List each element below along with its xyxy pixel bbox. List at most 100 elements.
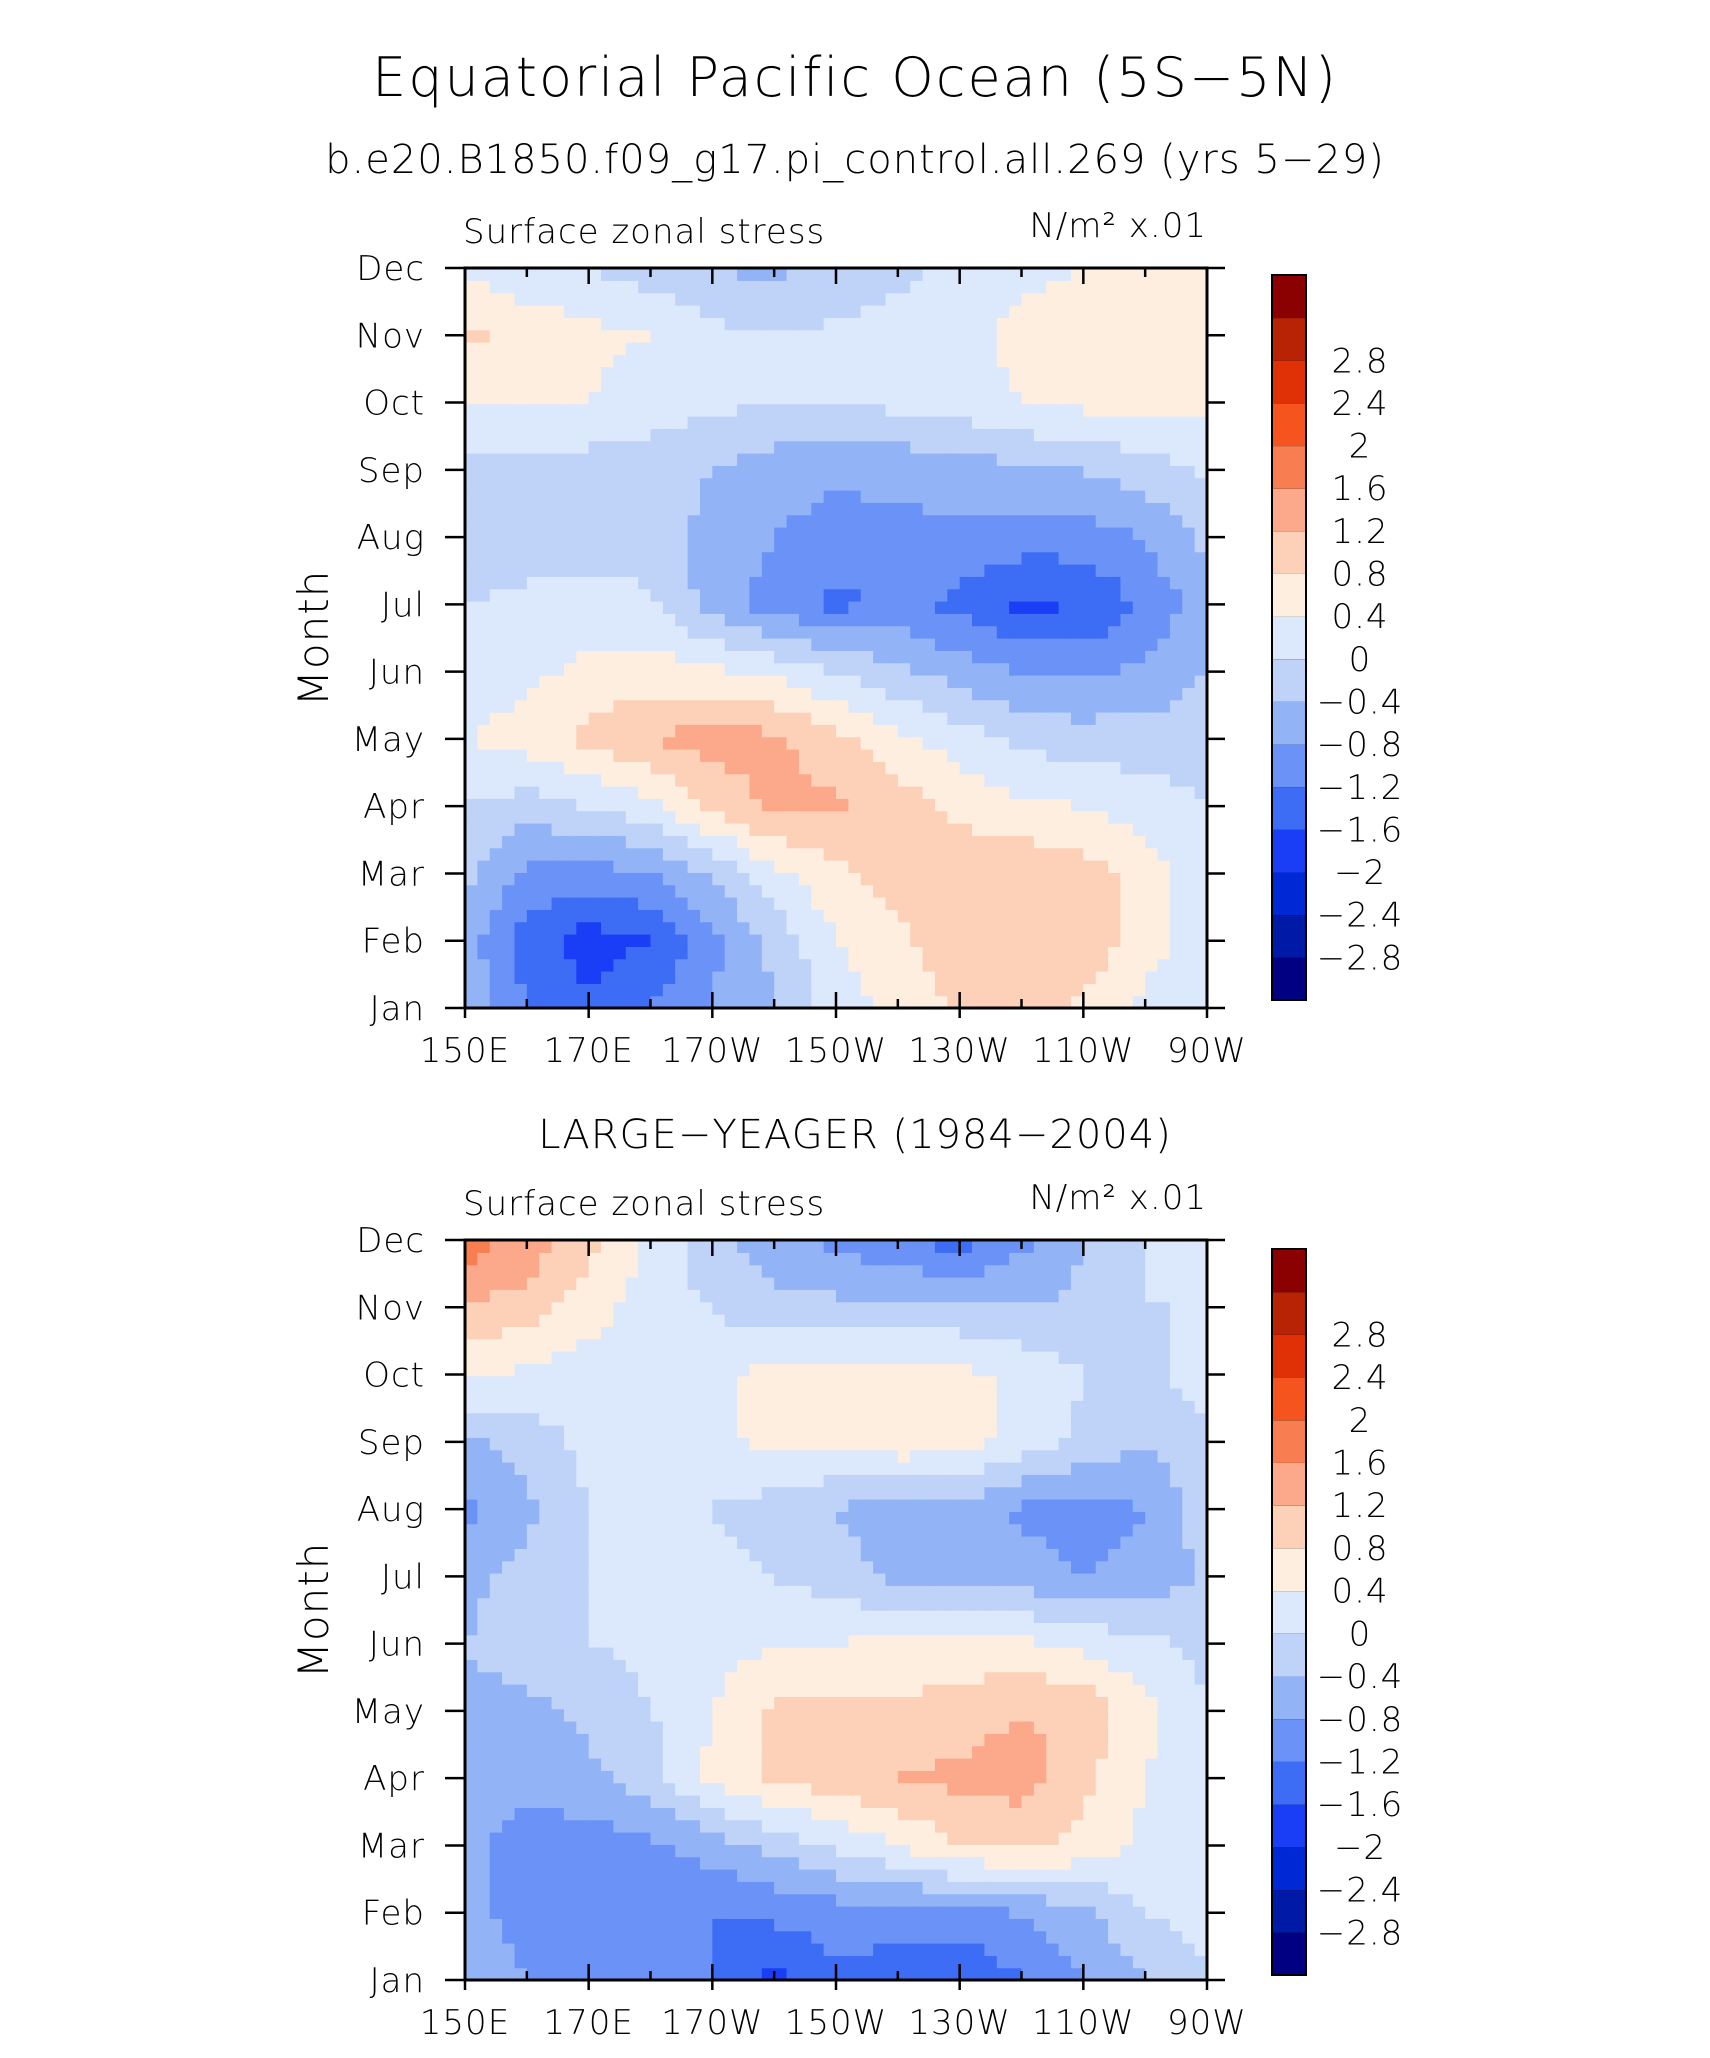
heatmap-cell bbox=[910, 909, 924, 923]
heatmap-cell bbox=[934, 638, 948, 651]
heatmap-cell bbox=[638, 1893, 652, 1907]
heatmap-cell bbox=[737, 884, 751, 898]
heatmap-cell bbox=[588, 551, 602, 565]
heatmap-cell bbox=[1182, 366, 1196, 380]
heatmap-cell bbox=[972, 1844, 985, 1858]
heatmap-cell bbox=[1182, 317, 1196, 331]
heatmap-cell bbox=[539, 1745, 553, 1759]
heatmap-cell bbox=[1033, 946, 1047, 960]
heatmap-cell bbox=[910, 823, 924, 836]
heatmap-cell bbox=[996, 909, 1010, 923]
heatmap-cell bbox=[922, 884, 936, 898]
heatmap-cell bbox=[539, 823, 553, 836]
heatmap-cell bbox=[897, 1918, 911, 1932]
heatmap-cell bbox=[1009, 946, 1023, 960]
heatmap-cell bbox=[786, 564, 800, 577]
heatmap-cell bbox=[588, 1832, 602, 1845]
heatmap-cell bbox=[823, 576, 837, 590]
heatmap-cell bbox=[798, 477, 812, 491]
heatmap-cell bbox=[959, 1930, 973, 1944]
heatmap-cell bbox=[1194, 576, 1208, 590]
heatmap-cell bbox=[848, 1967, 862, 1981]
heatmap-cell bbox=[1095, 995, 1109, 1009]
heatmap-cell bbox=[910, 1807, 924, 1821]
heatmap-cell bbox=[1169, 662, 1183, 676]
heatmap-cell bbox=[984, 675, 998, 688]
heatmap-cell bbox=[885, 354, 899, 368]
heatmap-cell bbox=[947, 440, 961, 454]
heatmap-cell bbox=[1145, 1918, 1159, 1932]
heatmap-cell bbox=[638, 872, 652, 886]
heatmap-cell bbox=[848, 1770, 862, 1784]
heatmap-cell bbox=[860, 305, 874, 318]
heatmap-cell bbox=[1083, 514, 1097, 528]
heatmap-cell bbox=[1108, 317, 1122, 331]
heatmap-cell bbox=[724, 675, 738, 688]
heatmap-cell bbox=[1169, 724, 1183, 738]
heatmap-cell bbox=[477, 502, 491, 516]
heatmap-cell bbox=[959, 1819, 973, 1833]
heatmap-cell bbox=[563, 1795, 577, 1808]
heatmap-cell bbox=[1009, 934, 1023, 947]
heatmap-cell bbox=[761, 958, 775, 972]
heatmap-cell bbox=[885, 638, 899, 651]
heatmap-cell bbox=[539, 1906, 553, 1919]
heatmap-cell bbox=[699, 1955, 713, 1969]
heatmap-cell bbox=[712, 416, 726, 429]
heatmap-cell bbox=[1108, 1807, 1122, 1821]
heatmap-cell bbox=[1145, 514, 1159, 528]
heatmap-cell bbox=[638, 638, 652, 651]
heatmap-cell bbox=[972, 1832, 985, 1845]
heatmap-cell bbox=[526, 564, 540, 577]
heatmap-cell bbox=[811, 588, 825, 602]
heatmap-cell bbox=[934, 921, 948, 935]
heatmap-cell bbox=[1120, 317, 1134, 331]
heatmap-cell bbox=[1182, 453, 1196, 466]
heatmap-cell bbox=[1046, 1906, 1060, 1919]
heatmap-cell bbox=[823, 662, 837, 676]
heatmap-cell bbox=[873, 1758, 887, 1771]
heatmap-cell bbox=[650, 1807, 664, 1821]
heatmap-cell bbox=[675, 1819, 689, 1833]
heatmap-cell bbox=[551, 551, 565, 565]
heatmap-cell bbox=[1021, 305, 1035, 318]
heatmap-cell bbox=[798, 601, 812, 614]
heatmap-cell bbox=[972, 1943, 985, 1956]
heatmap-cell bbox=[848, 391, 862, 405]
heatmap-cell bbox=[502, 810, 516, 824]
heatmap-cell bbox=[1108, 465, 1122, 479]
heatmap-cell bbox=[699, 749, 713, 762]
heatmap-cell bbox=[1145, 1745, 1159, 1759]
heatmap-cell bbox=[1182, 416, 1196, 429]
heatmap-cell bbox=[873, 1770, 887, 1784]
heatmap-cell bbox=[1108, 379, 1122, 392]
heatmap-cell bbox=[1095, 650, 1109, 664]
heatmap-cell bbox=[922, 1918, 936, 1932]
heatmap-cell bbox=[959, 366, 973, 380]
heatmap-cell bbox=[1033, 1943, 1047, 1956]
heatmap-cell bbox=[465, 835, 478, 849]
heatmap-cell bbox=[836, 1881, 849, 1895]
heatmap-cell bbox=[1095, 835, 1109, 849]
heatmap-cell bbox=[477, 403, 491, 417]
heatmap-cell bbox=[922, 354, 936, 368]
heatmap-cell bbox=[1033, 1733, 1047, 1747]
heatmap-cell bbox=[638, 601, 652, 614]
heatmap-cell bbox=[712, 268, 726, 281]
heatmap-cell bbox=[848, 1832, 862, 1845]
heatmap-cell bbox=[786, 329, 800, 343]
heatmap-cell bbox=[477, 292, 491, 306]
heatmap-cell bbox=[539, 1893, 553, 1907]
heatmap-cell bbox=[1157, 958, 1171, 972]
heatmap-cell bbox=[576, 761, 590, 775]
heatmap-cell bbox=[588, 428, 602, 442]
heatmap-cell bbox=[947, 712, 961, 725]
heatmap-cell bbox=[984, 736, 998, 750]
heatmap-cell bbox=[934, 1782, 948, 1796]
x-tick-label: 170E bbox=[543, 1031, 633, 1071]
heatmap-cell bbox=[811, 403, 825, 417]
heatmap-cell bbox=[836, 342, 849, 355]
heatmap-cell bbox=[514, 971, 528, 984]
heatmap-cell bbox=[761, 613, 775, 627]
heatmap-cell bbox=[526, 391, 540, 405]
